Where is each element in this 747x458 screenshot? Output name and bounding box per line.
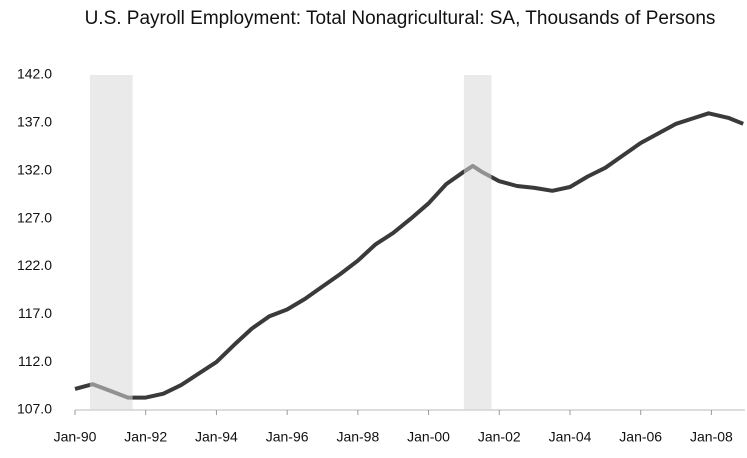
y-tick-label: 117.0 (18, 305, 52, 321)
x-tick-label: Jan-08 (690, 429, 733, 445)
x-tick-label: Jan-06 (619, 429, 662, 445)
recession-band (89, 75, 133, 410)
x-tick-label: Jan-96 (266, 429, 309, 445)
recession-band (463, 75, 492, 410)
y-tick-label: 122.0 (17, 257, 52, 273)
x-tick-label: Jan-92 (124, 429, 167, 445)
series-line (74, 111, 744, 400)
y-tick-label: 137.0 (17, 114, 52, 130)
y-tick-label: 127.0 (17, 209, 52, 225)
y-tick-label: 112.0 (18, 353, 52, 369)
y-tick-label: 142.0 (17, 66, 52, 82)
y-tick-label: 132.0 (17, 161, 52, 177)
x-tick-label: Jan-00 (407, 429, 450, 445)
x-tick-label: Jan-02 (478, 429, 521, 445)
x-tick-label: Jan-98 (336, 429, 379, 445)
x-tick-label: Jan-90 (54, 429, 97, 445)
chart-title: U.S. Payroll Employment: Total Nonagricu… (84, 8, 716, 29)
x-tick-label: Jan-04 (549, 429, 592, 445)
x-tick-label: Jan-94 (195, 429, 238, 445)
y-tick-label: 107.0 (17, 401, 52, 417)
